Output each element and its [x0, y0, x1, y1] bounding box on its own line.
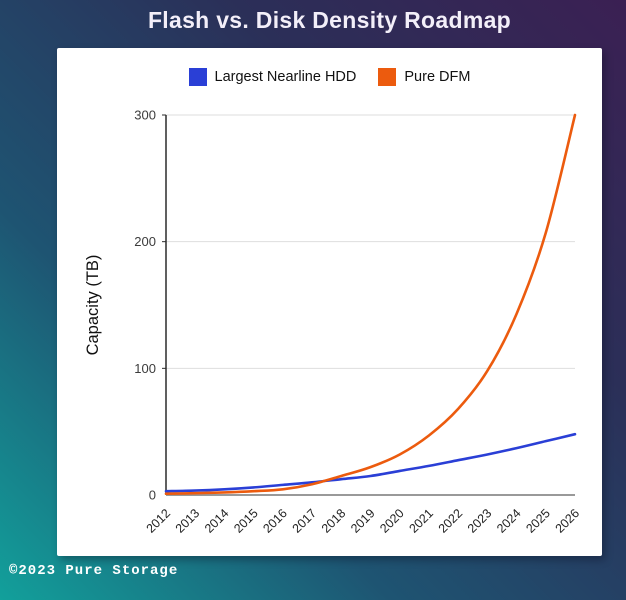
x-tick-label: 2012: [144, 506, 174, 536]
x-tick-label: 2015: [231, 506, 261, 536]
series-line-0: [164, 432, 577, 493]
series-line-1: [164, 113, 577, 496]
x-tick-label: 2026: [553, 506, 583, 536]
legend-label: Largest Nearline HDD: [214, 69, 357, 85]
y-axis-title: Capacity (TB): [84, 255, 102, 356]
x-tick-label: 2025: [523, 506, 553, 536]
x-tick-label: 2017: [290, 506, 320, 536]
y-tick-label: 100: [134, 361, 156, 376]
legend-item-1: Pure DFM: [378, 68, 470, 86]
copyright-text: ©2023 Pure Storage: [9, 563, 179, 579]
x-tick-label: 2016: [260, 506, 290, 536]
legend-swatch-icon: [378, 68, 397, 86]
y-tick-label: 200: [134, 234, 156, 249]
legend-swatch-icon: [188, 68, 207, 86]
legend-item-0: Largest Nearline HDD: [188, 68, 357, 86]
x-tick-label: 2020: [377, 506, 407, 536]
x-tick-label: 2022: [436, 506, 466, 536]
page-title: Flash vs. Disk Density Roadmap: [147, 7, 512, 33]
x-tick-label: 2021: [406, 506, 436, 536]
y-tick-label: 300: [134, 108, 156, 123]
x-tick-label: 2024: [494, 506, 524, 536]
x-tick-label: 2018: [319, 506, 349, 536]
x-tick-label: 2013: [173, 506, 203, 536]
chart-legend: Largest Nearline HDD Pure DFM: [57, 68, 602, 86]
x-tick-label: 2023: [465, 506, 495, 536]
x-tick-label: 2019: [348, 506, 378, 536]
x-tick-label: 2014: [202, 506, 232, 536]
legend-label: Pure DFM: [404, 69, 471, 85]
y-tick-label: 0: [149, 488, 156, 503]
chart-card: 0 100 200 300 2012 2013 2014 2015 2016 2017 2018 20…: [57, 48, 602, 556]
